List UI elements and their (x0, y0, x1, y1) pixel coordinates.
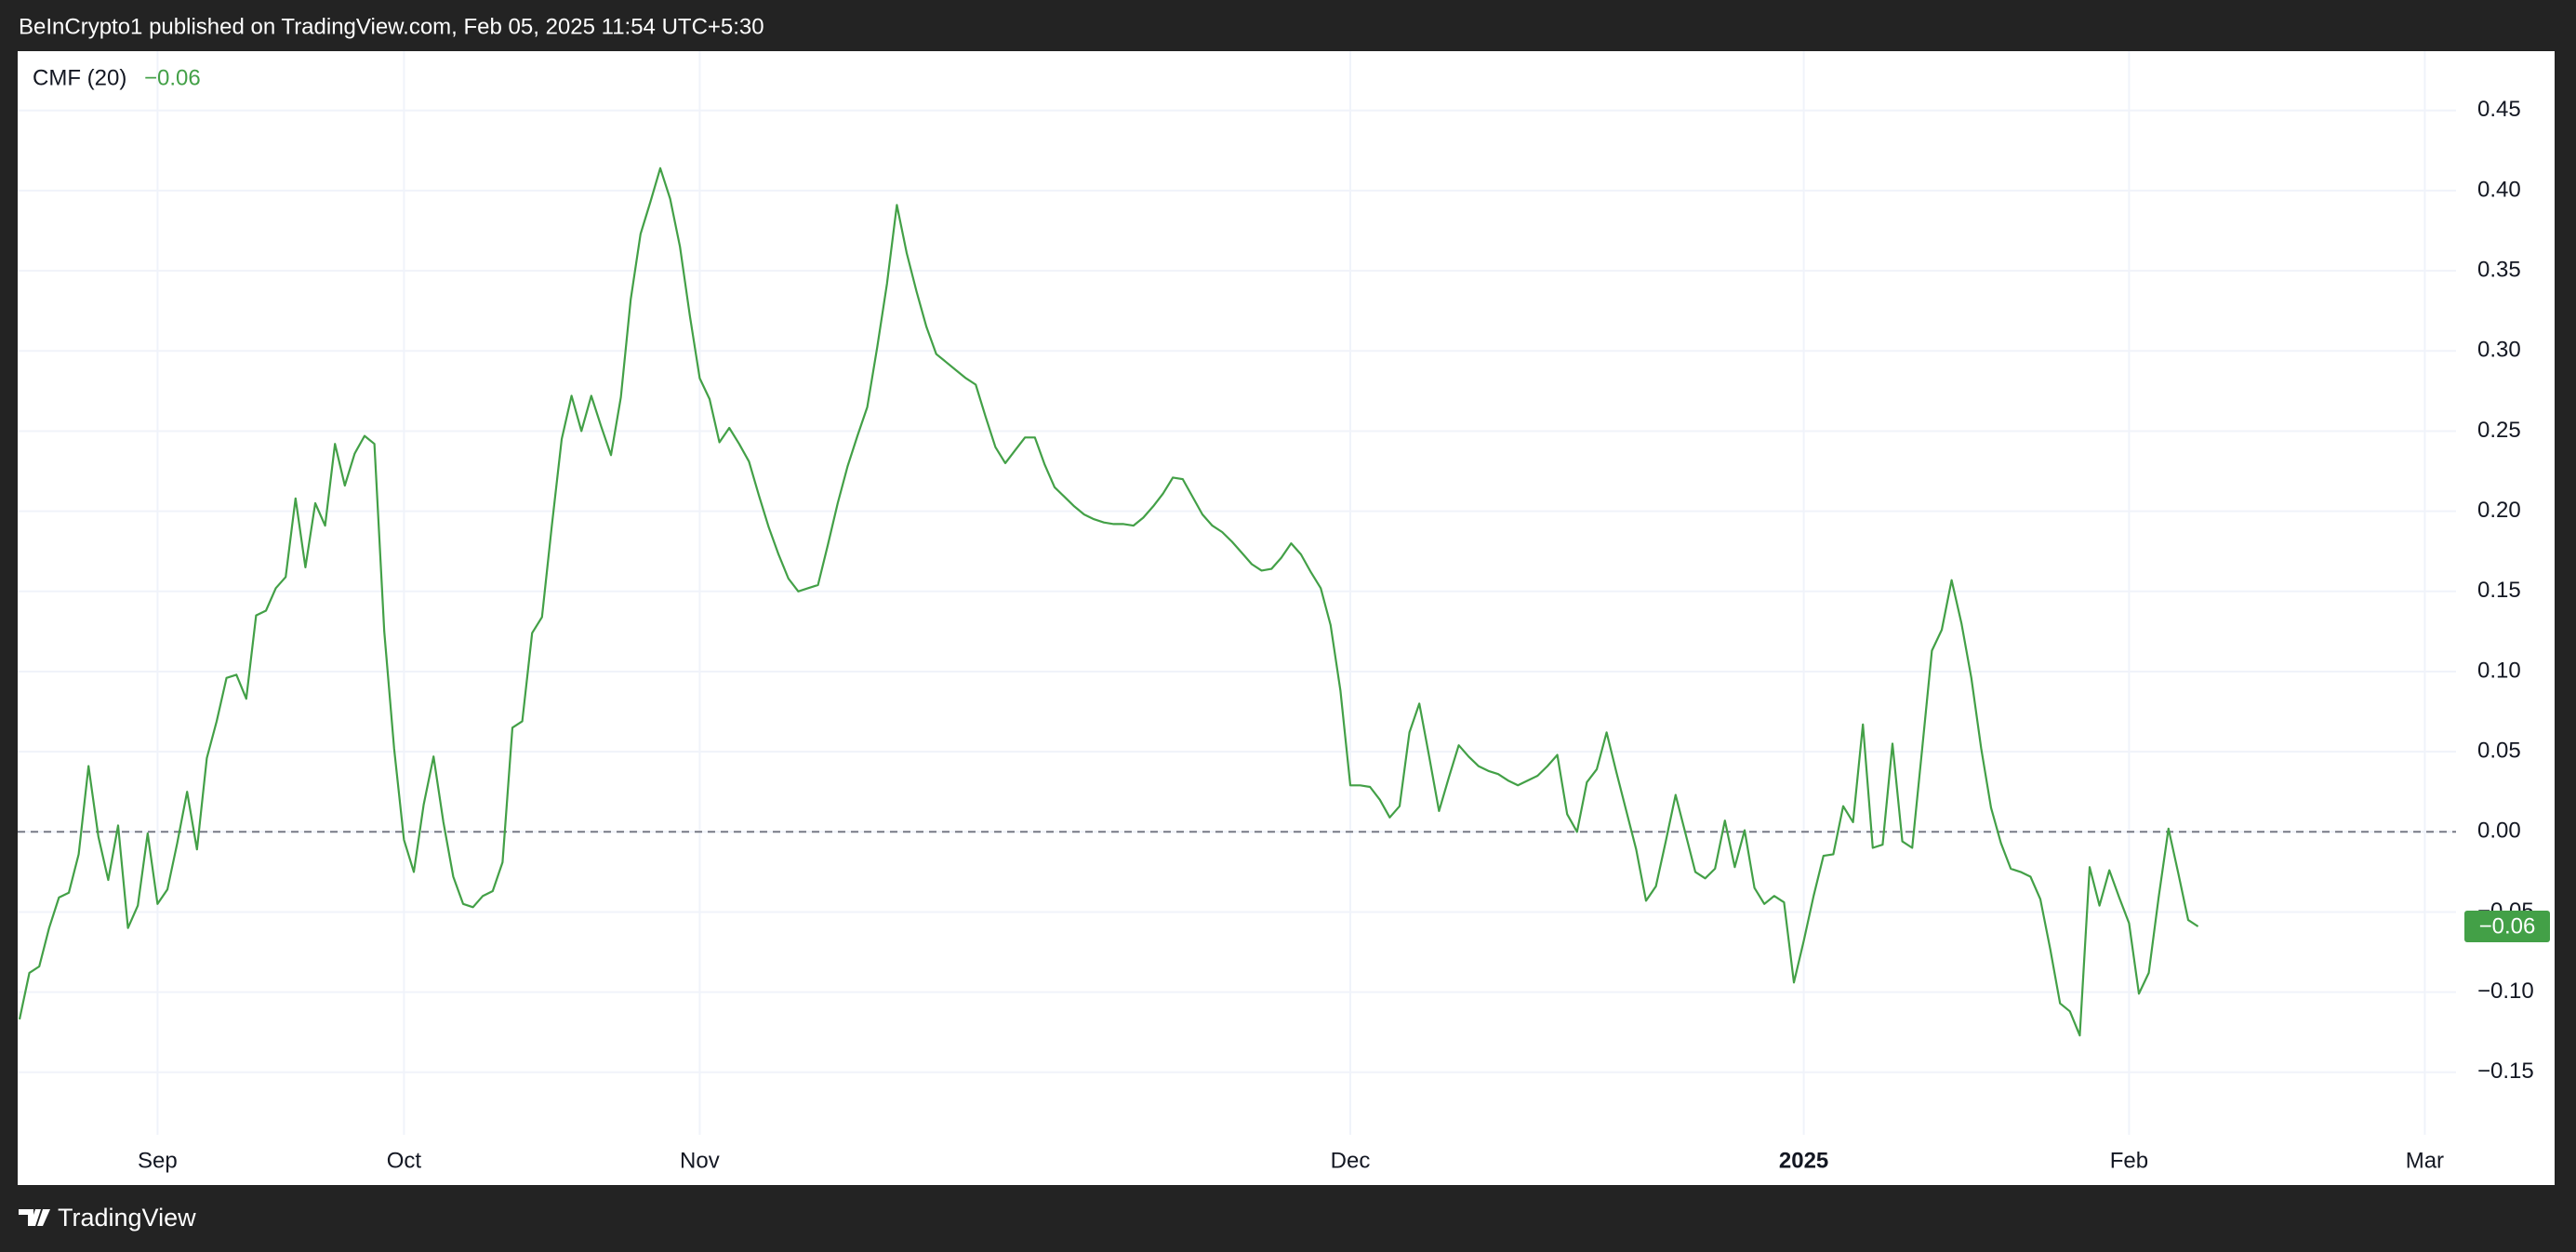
x-tick-label: Mar (2406, 1148, 2444, 1173)
y-tick-label: 0.45 (2477, 97, 2521, 122)
x-tick-label: Oct (387, 1148, 422, 1173)
x-tick-label: Dec (1331, 1148, 1371, 1173)
legend-name: CMF (20) (33, 65, 126, 90)
legend-value: −0.06 (144, 65, 201, 90)
x-tick-label: 2025 (1779, 1148, 1828, 1173)
plot: SepOctNovDec2025FebMar−0.15−0.10−0.050.0… (18, 51, 2550, 1173)
x-tick-label: Nov (680, 1148, 720, 1173)
y-tick-label: 0.20 (2477, 498, 2521, 523)
y-tick-label: −0.15 (2477, 1059, 2534, 1084)
x-tick-label: Sep (138, 1148, 178, 1173)
footer-logo (19, 1209, 50, 1226)
footer-brand: TradingView (58, 1204, 196, 1232)
price-tag-label: −0.06 (2479, 913, 2536, 939)
y-tick-label: 0.25 (2477, 418, 2521, 443)
y-tick-label: 0.40 (2477, 177, 2521, 202)
cmf-line (18, 166, 2199, 1037)
y-tick-label: 0.35 (2477, 257, 2521, 282)
y-tick-label: 0.15 (2477, 578, 2521, 603)
price-tag (2464, 910, 2550, 942)
y-tick-label: 0.30 (2477, 338, 2521, 363)
header-text: BeInCrypto1 published on TradingView.com… (19, 14, 764, 39)
chart-panel (18, 51, 2555, 1185)
x-tick-label: Feb (2110, 1148, 2148, 1173)
y-tick-label: 0.05 (2477, 738, 2521, 763)
y-tick-label: 0.10 (2477, 658, 2521, 683)
y-tick-label: 0.00 (2477, 819, 2521, 844)
y-tick-label: −0.10 (2477, 979, 2534, 1004)
